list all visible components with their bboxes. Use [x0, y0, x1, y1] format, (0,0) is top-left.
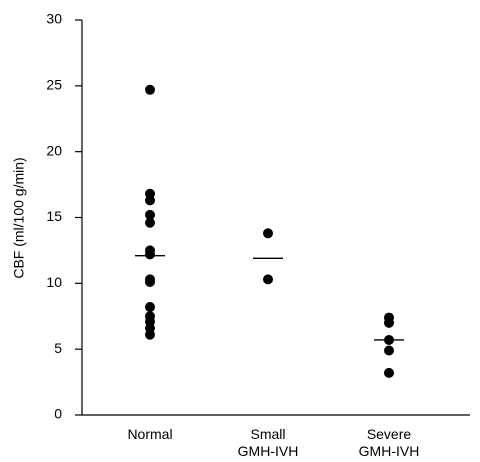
data-point [263, 228, 273, 239]
data-point [384, 367, 394, 378]
data-point [263, 274, 273, 285]
y-tick-label: 25 [46, 77, 62, 93]
y-tick-label: 10 [46, 274, 62, 290]
x-tick-label: Small GMH-IVH [237, 426, 299, 459]
y-tick-label: 5 [54, 340, 62, 356]
y-tick-label: 15 [46, 208, 62, 224]
data-point [145, 249, 155, 260]
y-tick-label: 0 [54, 406, 62, 422]
data-point [145, 217, 155, 228]
data-point [145, 277, 155, 288]
data-point [145, 302, 155, 313]
data-point [145, 84, 155, 95]
data-point [145, 195, 155, 206]
data-point [145, 209, 155, 220]
data-point [384, 345, 394, 356]
x-tick-label: Normal [127, 426, 173, 442]
data-point [145, 329, 155, 340]
y-tick-label: 20 [46, 142, 62, 158]
data-point [384, 317, 394, 328]
y-tick-label: 30 [46, 11, 62, 27]
y-axis-label: CBF (ml/100 g/min) [11, 157, 27, 278]
x-tick-label: Severe GMH-IVH [358, 426, 420, 459]
